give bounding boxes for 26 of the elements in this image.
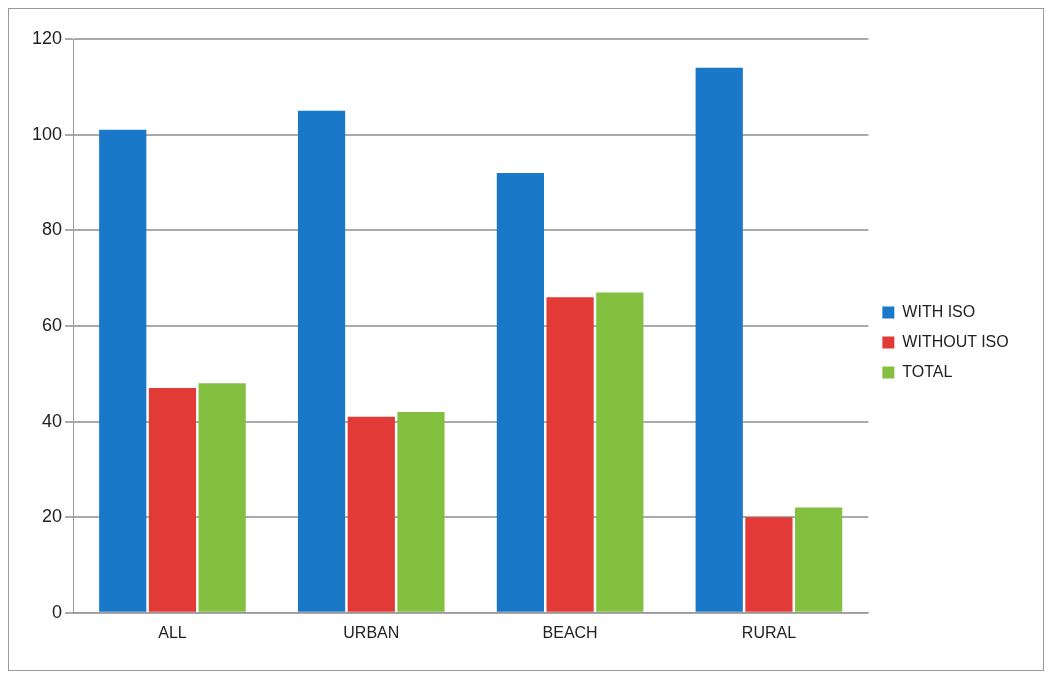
x-tick-label: URBAN (343, 623, 400, 641)
y-tick-label: 60 (42, 314, 63, 335)
y-tick-label: 0 (52, 601, 63, 622)
y-tick-label: 20 (42, 506, 63, 527)
y-tick-label: 80 (42, 219, 63, 240)
y-tick-label: 100 (31, 123, 63, 144)
bar (347, 416, 395, 612)
bar (795, 507, 843, 612)
legend-label: WITH ISO (902, 302, 976, 320)
bar (596, 292, 644, 612)
x-tick-label: RURAL (741, 623, 797, 641)
bar (546, 297, 594, 612)
bar (745, 517, 793, 612)
bar (496, 172, 545, 612)
y-tick-label: 40 (42, 410, 63, 431)
bar (198, 383, 246, 612)
bar (695, 67, 743, 612)
bar (148, 388, 197, 612)
legend-label: WITHOUT ISO (902, 332, 1009, 350)
bar (397, 411, 445, 612)
x-tick-label: BEACH (542, 623, 598, 641)
x-tick-label: ALL (158, 623, 187, 641)
y-tick-label: 120 (31, 27, 63, 48)
bar (99, 129, 147, 612)
legend-label: TOTAL (902, 362, 953, 380)
bar (297, 110, 346, 612)
